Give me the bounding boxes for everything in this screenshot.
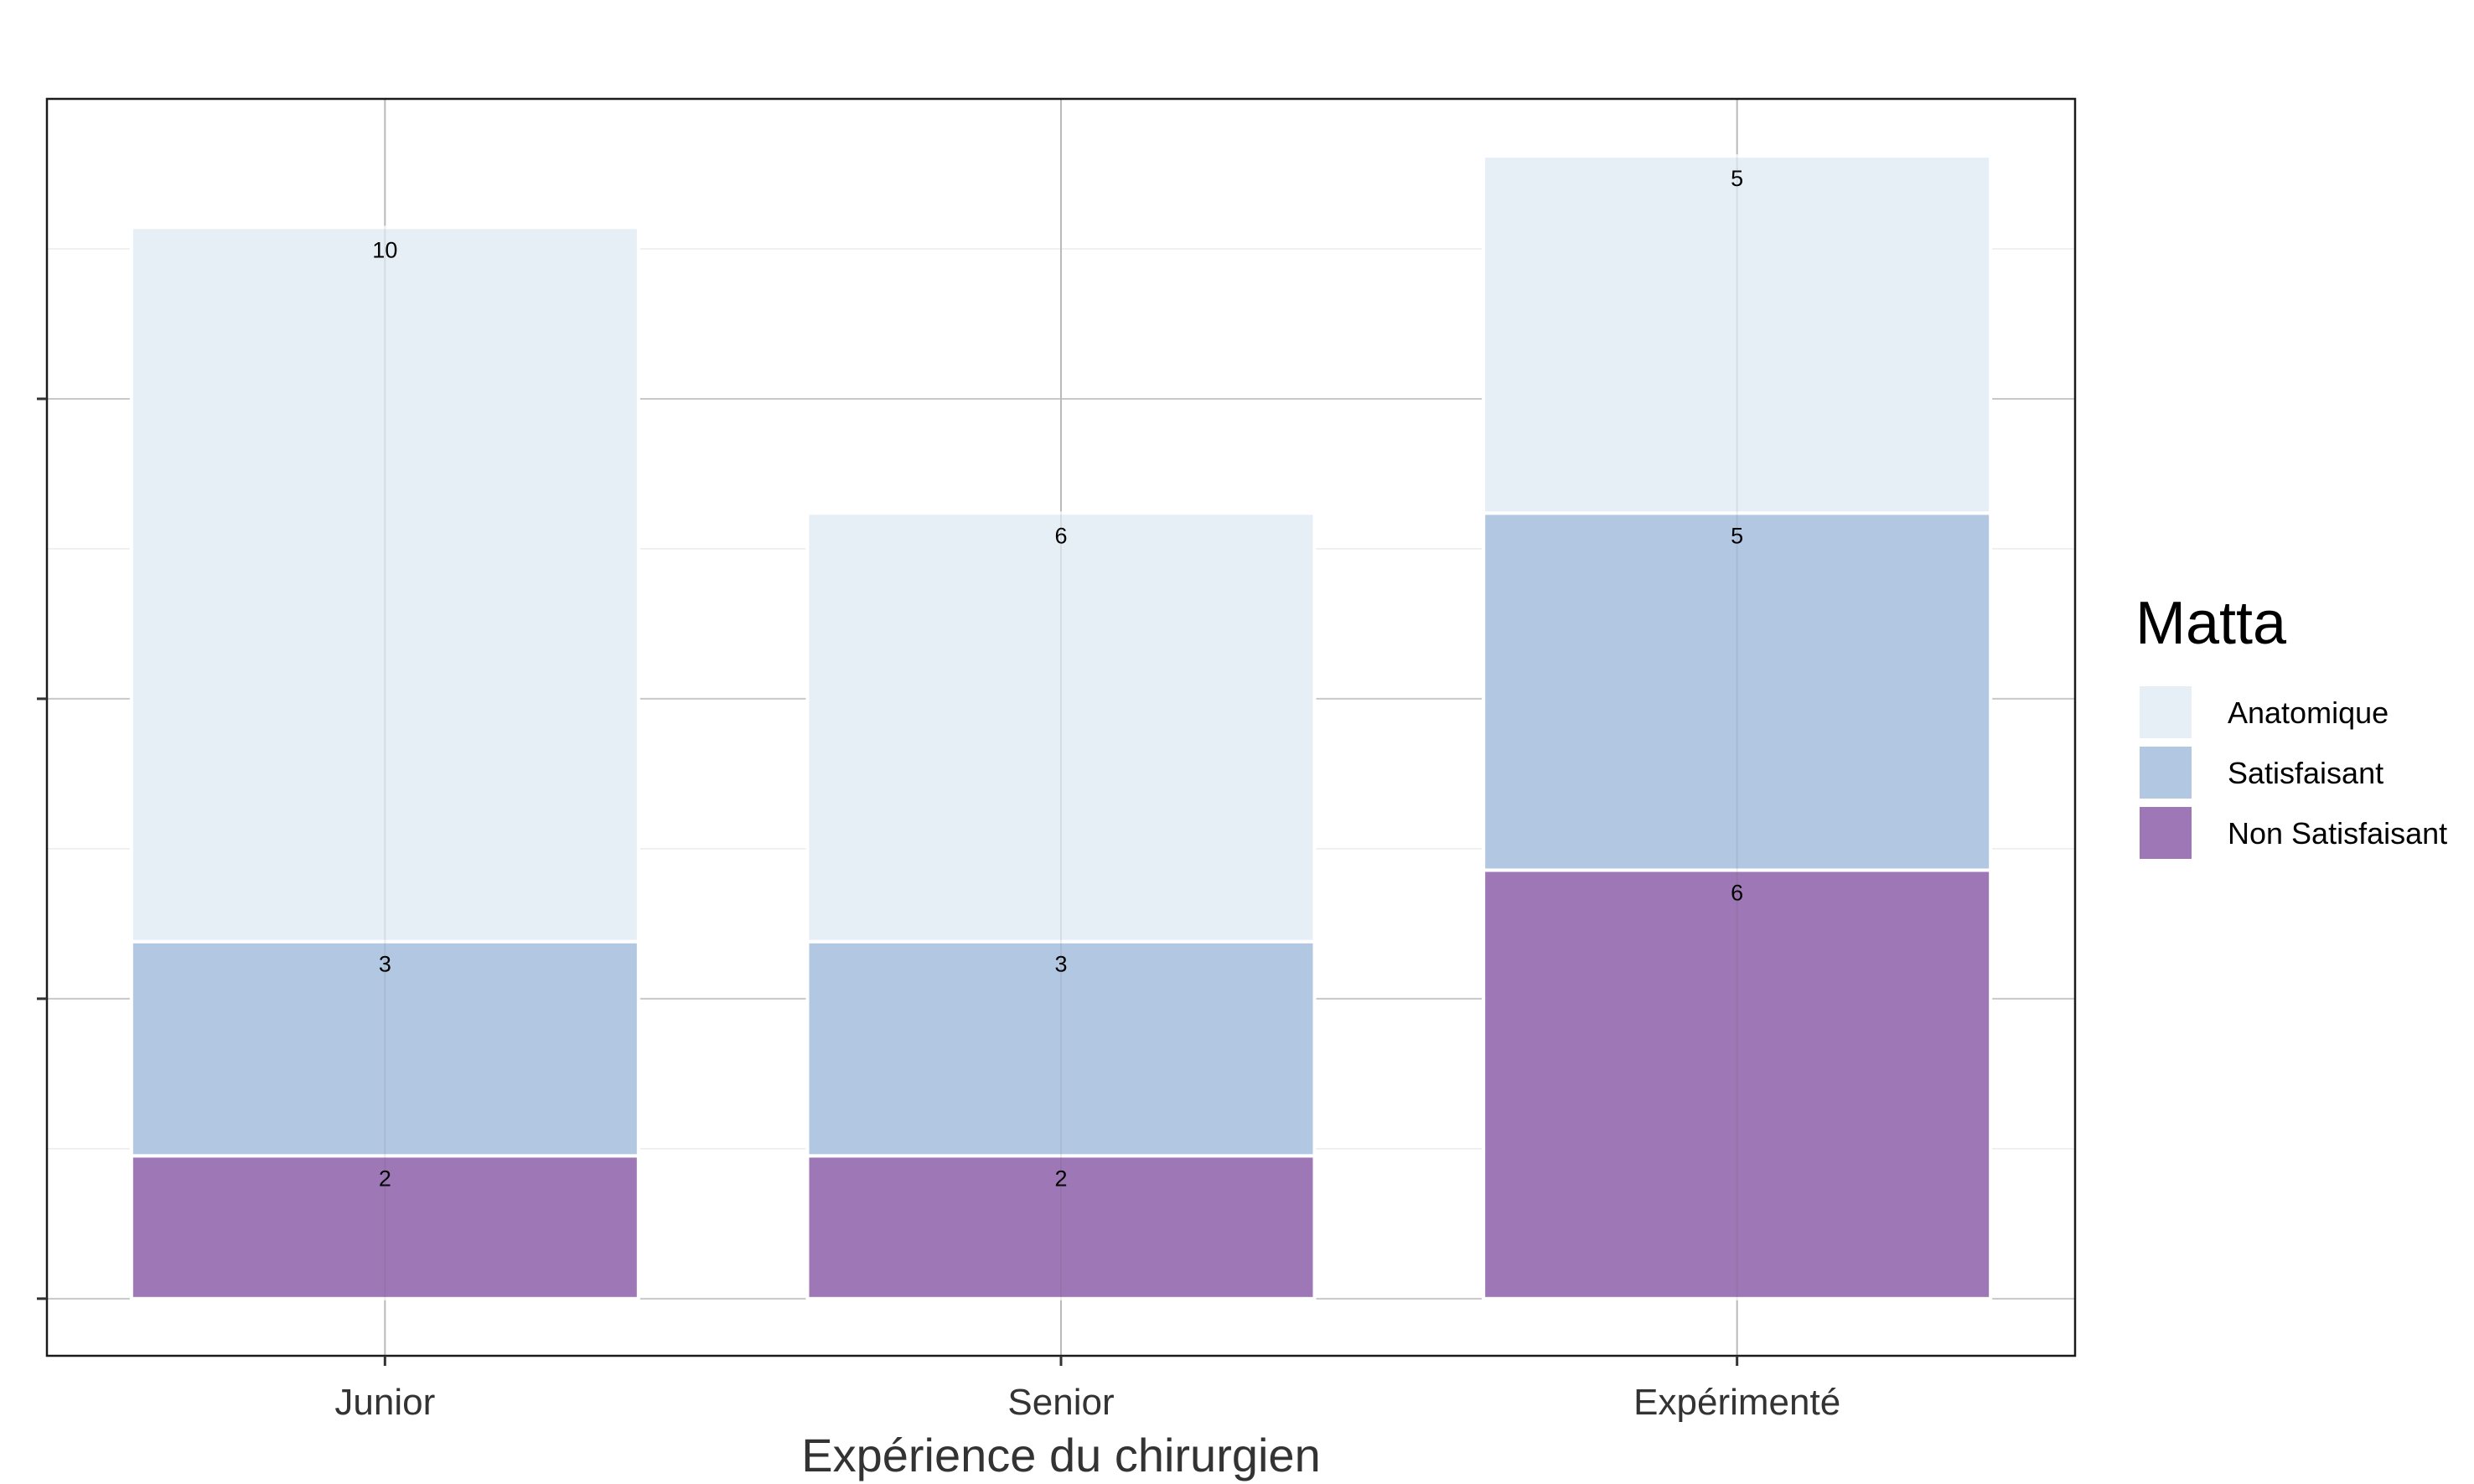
legend-label: Anatomique: [2228, 695, 2389, 730]
x-axis-title: Expérience du chirurgien: [801, 1429, 1320, 1481]
bars: [129, 154, 1993, 1300]
bar-value-label: 6: [1054, 523, 1067, 548]
bar-value-label: 2: [379, 1166, 391, 1191]
bar-value-label: 6: [1731, 880, 1743, 905]
legend-label: Non Satisfaisant: [2228, 816, 2447, 851]
bar-segment-expérimenté-anatomique: [1482, 154, 1993, 515]
axes: Junior Senior Expérimenté: [37, 397, 1840, 1423]
bar-segment-junior-anatomique: [129, 225, 640, 944]
x-tick-label: Junior: [334, 1382, 435, 1423]
legend-key-satisfaisant: [2138, 745, 2193, 800]
legend-key-anatomique: [2138, 685, 2193, 740]
x-tick-label: Expérimenté: [1633, 1382, 1840, 1423]
bar-segment-junior-satisfaisant: [129, 939, 640, 1158]
bar-segment-senior-anatomique: [805, 511, 1317, 944]
bar-value-label: 2: [1054, 1166, 1067, 1191]
bar-segment-junior-non-satisfaisant: [129, 1154, 640, 1300]
legend: Matta Anatomique Satisfaisant Non Satisfai…: [2135, 590, 2447, 861]
x-tick-label: Senior: [1007, 1382, 1114, 1423]
bar-value-label: 3: [1054, 952, 1067, 977]
bar-segment-senior-satisfaisant: [805, 939, 1317, 1158]
legend-title: Matta: [2135, 590, 2287, 657]
bar-segment-expérimenté-satisfaisant: [1482, 511, 1993, 872]
bar-labels: 2 3 10 2 3 6 6 5 5: [372, 99, 1743, 1356]
bar-value-label: 5: [1731, 523, 1743, 548]
bar-value-label: 5: [1731, 166, 1743, 191]
legend-label: Satisfaisant: [2228, 756, 2383, 790]
legend-key-non-satisfaisant: [2138, 805, 2193, 861]
bar-value-label: 3: [379, 952, 391, 977]
bar-segment-expérimenté-non-satisfaisant: [1482, 868, 1993, 1300]
bar-value-label: 10: [372, 237, 397, 262]
bar-segment-senior-non-satisfaisant: [805, 1154, 1317, 1300]
